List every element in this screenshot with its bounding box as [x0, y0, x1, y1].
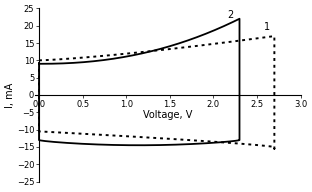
- X-axis label: Voltage, V: Voltage, V: [143, 110, 192, 120]
- Text: 1: 1: [264, 22, 271, 32]
- Y-axis label: I, mA: I, mA: [5, 82, 15, 108]
- Text: 2: 2: [228, 10, 234, 20]
